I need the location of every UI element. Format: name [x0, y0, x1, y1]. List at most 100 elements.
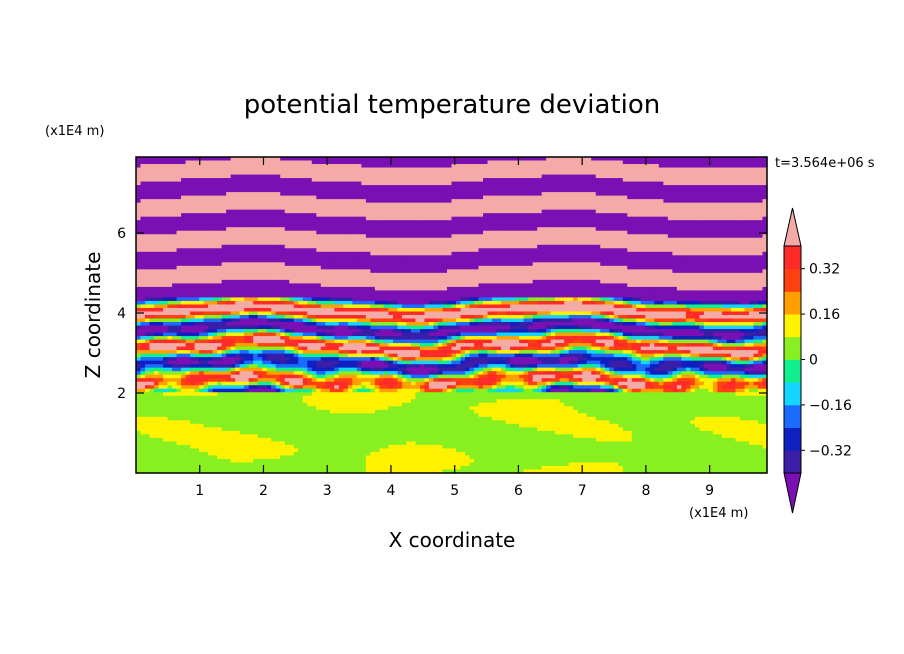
heatmap-cell: [573, 213, 579, 218]
heatmap-cell: [419, 195, 426, 200]
heatmap-cell: [275, 181, 281, 186]
heatmap-cell: [672, 216, 678, 221]
heatmap-cell: [212, 258, 218, 263]
heatmap-cell: [419, 220, 426, 225]
heatmap-cell: [501, 262, 507, 267]
heatmap-cell: [744, 160, 750, 165]
heatmap-cell: [537, 279, 543, 284]
heatmap-cell: [428, 199, 435, 204]
heatmap-cell: [595, 258, 601, 263]
heatmap-cell: [374, 171, 380, 176]
heatmap-cell: [505, 265, 511, 270]
heatmap-cell: [762, 237, 768, 242]
heatmap-cell: [181, 258, 187, 263]
heatmap-cell: [586, 262, 592, 267]
heatmap-cell: [140, 276, 146, 281]
heatmap-cell: [284, 171, 290, 176]
heatmap-cell: [568, 227, 574, 232]
heatmap-cell: [401, 174, 408, 179]
heatmap-cell: [145, 220, 151, 225]
heatmap-cell: [374, 251, 380, 256]
heatmap-cell: [361, 206, 367, 211]
heatmap-cell: [248, 258, 254, 263]
heatmap-cell: [690, 220, 696, 225]
heatmap-cell: [703, 167, 710, 172]
heatmap-cell: [600, 206, 606, 211]
heatmap-cell: [149, 213, 155, 218]
heatmap-cell: [253, 199, 259, 204]
heatmap-cell: [419, 223, 426, 228]
heatmap-cell: [185, 258, 191, 263]
heatmap-cell: [275, 195, 281, 200]
heatmap-cell: [645, 164, 651, 169]
heatmap-cell: [550, 192, 556, 197]
heatmap-cell: [690, 181, 696, 186]
heatmap-cell: [730, 213, 737, 218]
heatmap-cell: [154, 181, 160, 186]
heatmap-cell: [334, 276, 340, 281]
heatmap-cell: [460, 262, 466, 267]
heatmap-cell: [487, 181, 493, 186]
heatmap-cell: [636, 223, 642, 228]
heatmap-cell: [514, 216, 520, 221]
heatmap-cell: [627, 209, 633, 214]
heatmap-cell: [672, 234, 678, 239]
heatmap-cell: [428, 209, 435, 214]
heatmap-cell: [410, 248, 417, 253]
heatmap-cell: [167, 185, 173, 190]
heatmap-cell: [329, 255, 335, 260]
heatmap-cell: [257, 272, 263, 277]
heatmap-cell: [221, 276, 227, 281]
heatmap-cell: [685, 276, 691, 281]
heatmap-cell: [564, 255, 570, 260]
heatmap-cell: [284, 223, 290, 228]
heatmap-cell: [721, 227, 728, 232]
heatmap-cell: [275, 199, 281, 204]
heatmap-cell: [316, 157, 322, 162]
heatmap-cell: [609, 220, 615, 225]
heatmap-cell: [690, 276, 696, 281]
heatmap-cell: [487, 209, 493, 214]
heatmap-cell: [469, 209, 475, 214]
heatmap-cell: [343, 192, 349, 197]
heatmap-cell: [136, 241, 142, 246]
heatmap-cell: [190, 223, 196, 228]
heatmap-cell: [474, 213, 480, 218]
heatmap-cell: [181, 237, 187, 242]
heatmap-cell: [212, 206, 218, 211]
heatmap-cell: [257, 160, 263, 165]
heatmap-cell: [537, 265, 543, 270]
heatmap-cell: [559, 202, 565, 207]
heatmap-cell: [163, 269, 169, 274]
heatmap-cell: [343, 199, 349, 204]
heatmap-cell: [307, 164, 313, 169]
heatmap-cell: [307, 192, 313, 197]
heatmap-cell: [419, 213, 426, 218]
heatmap-cell: [474, 251, 480, 256]
heatmap-cell: [496, 188, 502, 193]
heatmap-cell: [622, 248, 628, 253]
heatmap-cell: [221, 157, 227, 162]
heatmap-cell: [672, 167, 678, 172]
heatmap-cell: [307, 202, 313, 207]
heatmap-cell: [397, 248, 403, 253]
heatmap-cell: [739, 185, 746, 190]
heatmap-cell: [654, 241, 660, 246]
heatmap-cell: [374, 178, 380, 183]
heatmap-cell: [492, 279, 498, 284]
heatmap-cell: [532, 265, 538, 270]
heatmap-cell: [163, 216, 169, 221]
heatmap-cell: [595, 241, 601, 246]
heatmap-cell: [564, 216, 570, 221]
heatmap-cell: [532, 244, 538, 249]
heatmap-cell: [654, 171, 660, 176]
heatmap-cell: [627, 195, 633, 200]
heatmap-cell: [703, 192, 710, 197]
heatmap-cell: [622, 178, 628, 183]
heatmap-cell: [392, 164, 399, 169]
heatmap-cell: [721, 216, 728, 221]
heatmap-cell: [541, 195, 547, 200]
heatmap-cell: [298, 160, 304, 165]
heatmap-cell: [460, 195, 466, 200]
heatmap-cell: [217, 272, 223, 277]
